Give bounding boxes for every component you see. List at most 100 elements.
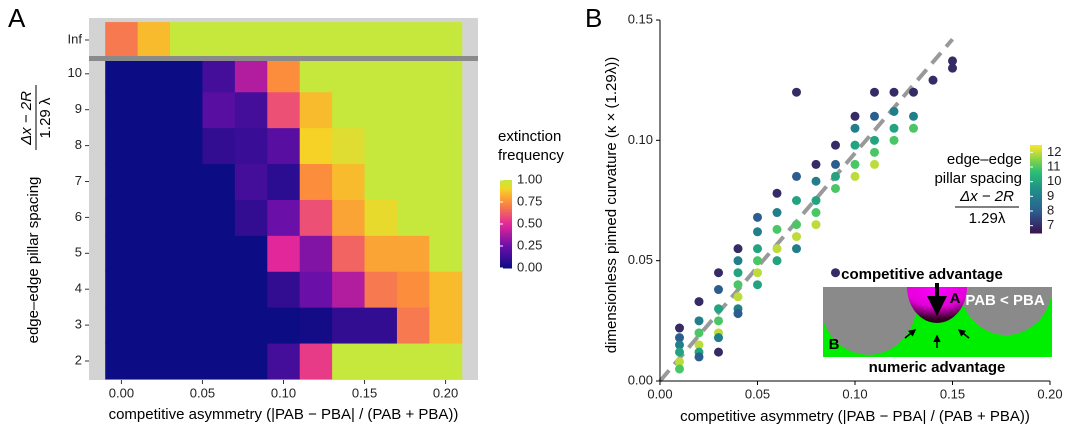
- x-tick-label: 0.20: [1037, 386, 1062, 401]
- colorbar-cell: [500, 228, 512, 232]
- point: [889, 123, 899, 133]
- point: [792, 244, 801, 254]
- colorbar-title: frequency: [498, 147, 564, 164]
- colorbar-cell: [500, 184, 512, 188]
- colorbar-cell: [1030, 213, 1042, 216]
- colorbar-cell: [1030, 230, 1042, 234]
- point: [870, 147, 879, 157]
- colorbar-cell: [1030, 186, 1042, 190]
- colorbar-cell: [1030, 160, 1042, 164]
- x-tick-label: 0.10: [271, 385, 296, 400]
- colorbar-cell: [500, 257, 512, 260]
- point: [733, 280, 743, 290]
- point: [811, 159, 821, 169]
- point: [772, 224, 782, 234]
- colorbar-cell: [1030, 224, 1042, 227]
- point: [811, 220, 821, 230]
- heat-cell: [332, 271, 366, 308]
- colorbar-cell: [500, 263, 512, 267]
- heat-cell: [137, 127, 171, 165]
- heat-cell: [429, 91, 463, 129]
- colorbar-tick-label: 7: [1047, 217, 1054, 232]
- point: [694, 316, 704, 326]
- colorbar-cell: [1030, 169, 1042, 172]
- colorbar-cell: [500, 261, 512, 265]
- heat-cell: [396, 22, 430, 59]
- point: [870, 135, 879, 145]
- point: [772, 256, 782, 266]
- point: [753, 244, 762, 254]
- separator: [89, 56, 478, 61]
- colorbar-cell: [500, 188, 512, 192]
- heat-cell: [364, 343, 398, 380]
- pillar: [960, 287, 1052, 335]
- colorbar-cell: [500, 241, 512, 245]
- point: [831, 171, 840, 181]
- x-axis-label: competitive asymmetry (|PAB − PBA| / (PA…: [680, 408, 1030, 425]
- heat-cell: [267, 163, 301, 200]
- colorbar-cell: [1030, 145, 1042, 148]
- heat-cell: [332, 127, 366, 165]
- colorbar-cell: [500, 180, 512, 183]
- y-tick-label: 10: [68, 65, 82, 80]
- colorbar-cell: [500, 254, 512, 258]
- point: [714, 285, 723, 295]
- colorbar-title: extinction: [498, 128, 561, 145]
- colorbar-cell: [500, 230, 512, 234]
- heat-cell: [396, 55, 430, 93]
- panel-label: A: [8, 3, 26, 33]
- inset-diagram: competitive advantage A PAB < PBA B nume…: [823, 266, 1052, 376]
- heat-cell: [170, 22, 203, 59]
- point: [733, 268, 743, 278]
- colorbar-cell: [500, 182, 512, 185]
- heat-cell: [137, 271, 171, 308]
- colorbar-cell: [1030, 200, 1042, 203]
- heat-cell: [332, 22, 366, 59]
- point: [850, 123, 860, 133]
- heat-cell: [429, 307, 463, 344]
- colorbar-cell: [500, 265, 512, 269]
- colorbar-cell: [500, 206, 512, 210]
- y-axis-label: dimensionless pinned curvature (κ × (1.2…: [603, 57, 620, 353]
- point: [870, 87, 879, 97]
- heat-cell: [267, 55, 301, 93]
- colorbar-cell: [1030, 175, 1042, 179]
- heat-cell: [105, 163, 139, 200]
- colorbar-cell: [500, 232, 512, 236]
- colorbar-title: pillar spacing: [934, 170, 1022, 187]
- heat-cell: [299, 271, 333, 308]
- point: [811, 196, 821, 205]
- heat-cell: [267, 91, 301, 129]
- point: [831, 140, 840, 150]
- y-tick-label: Inf: [68, 31, 83, 46]
- heat-cell: [170, 127, 203, 165]
- heat-cell: [364, 199, 398, 236]
- point: [753, 227, 762, 237]
- point: [889, 135, 899, 145]
- heat-cell: [396, 307, 430, 344]
- x-tick-label: 0.05: [745, 386, 770, 401]
- heat-cell: [429, 343, 463, 380]
- colorbar-cell: [1030, 195, 1042, 199]
- colorbar-cell: [500, 217, 512, 221]
- colorbar-cell: [1030, 171, 1042, 175]
- colorbar-cell: [500, 202, 512, 205]
- colorbar-title: edge–edge: [947, 151, 1022, 168]
- colorbar-cell: [1030, 191, 1042, 194]
- heat-cell: [267, 271, 301, 308]
- y-axis-label: 1.29 λ: [37, 97, 54, 138]
- heat-cell: [202, 55, 236, 93]
- heat-cell: [105, 271, 139, 308]
- colorbar-cell: [500, 221, 512, 225]
- colorbar-cell: [1030, 197, 1042, 201]
- colorbar-cell: [1030, 215, 1042, 219]
- point: [831, 159, 840, 169]
- point: [694, 328, 704, 338]
- heat-cell: [364, 163, 398, 200]
- point: [792, 171, 801, 181]
- point: [675, 323, 684, 333]
- heat-cell: [332, 235, 366, 272]
- heat-cell: [429, 22, 463, 59]
- heat-cell: [332, 307, 366, 344]
